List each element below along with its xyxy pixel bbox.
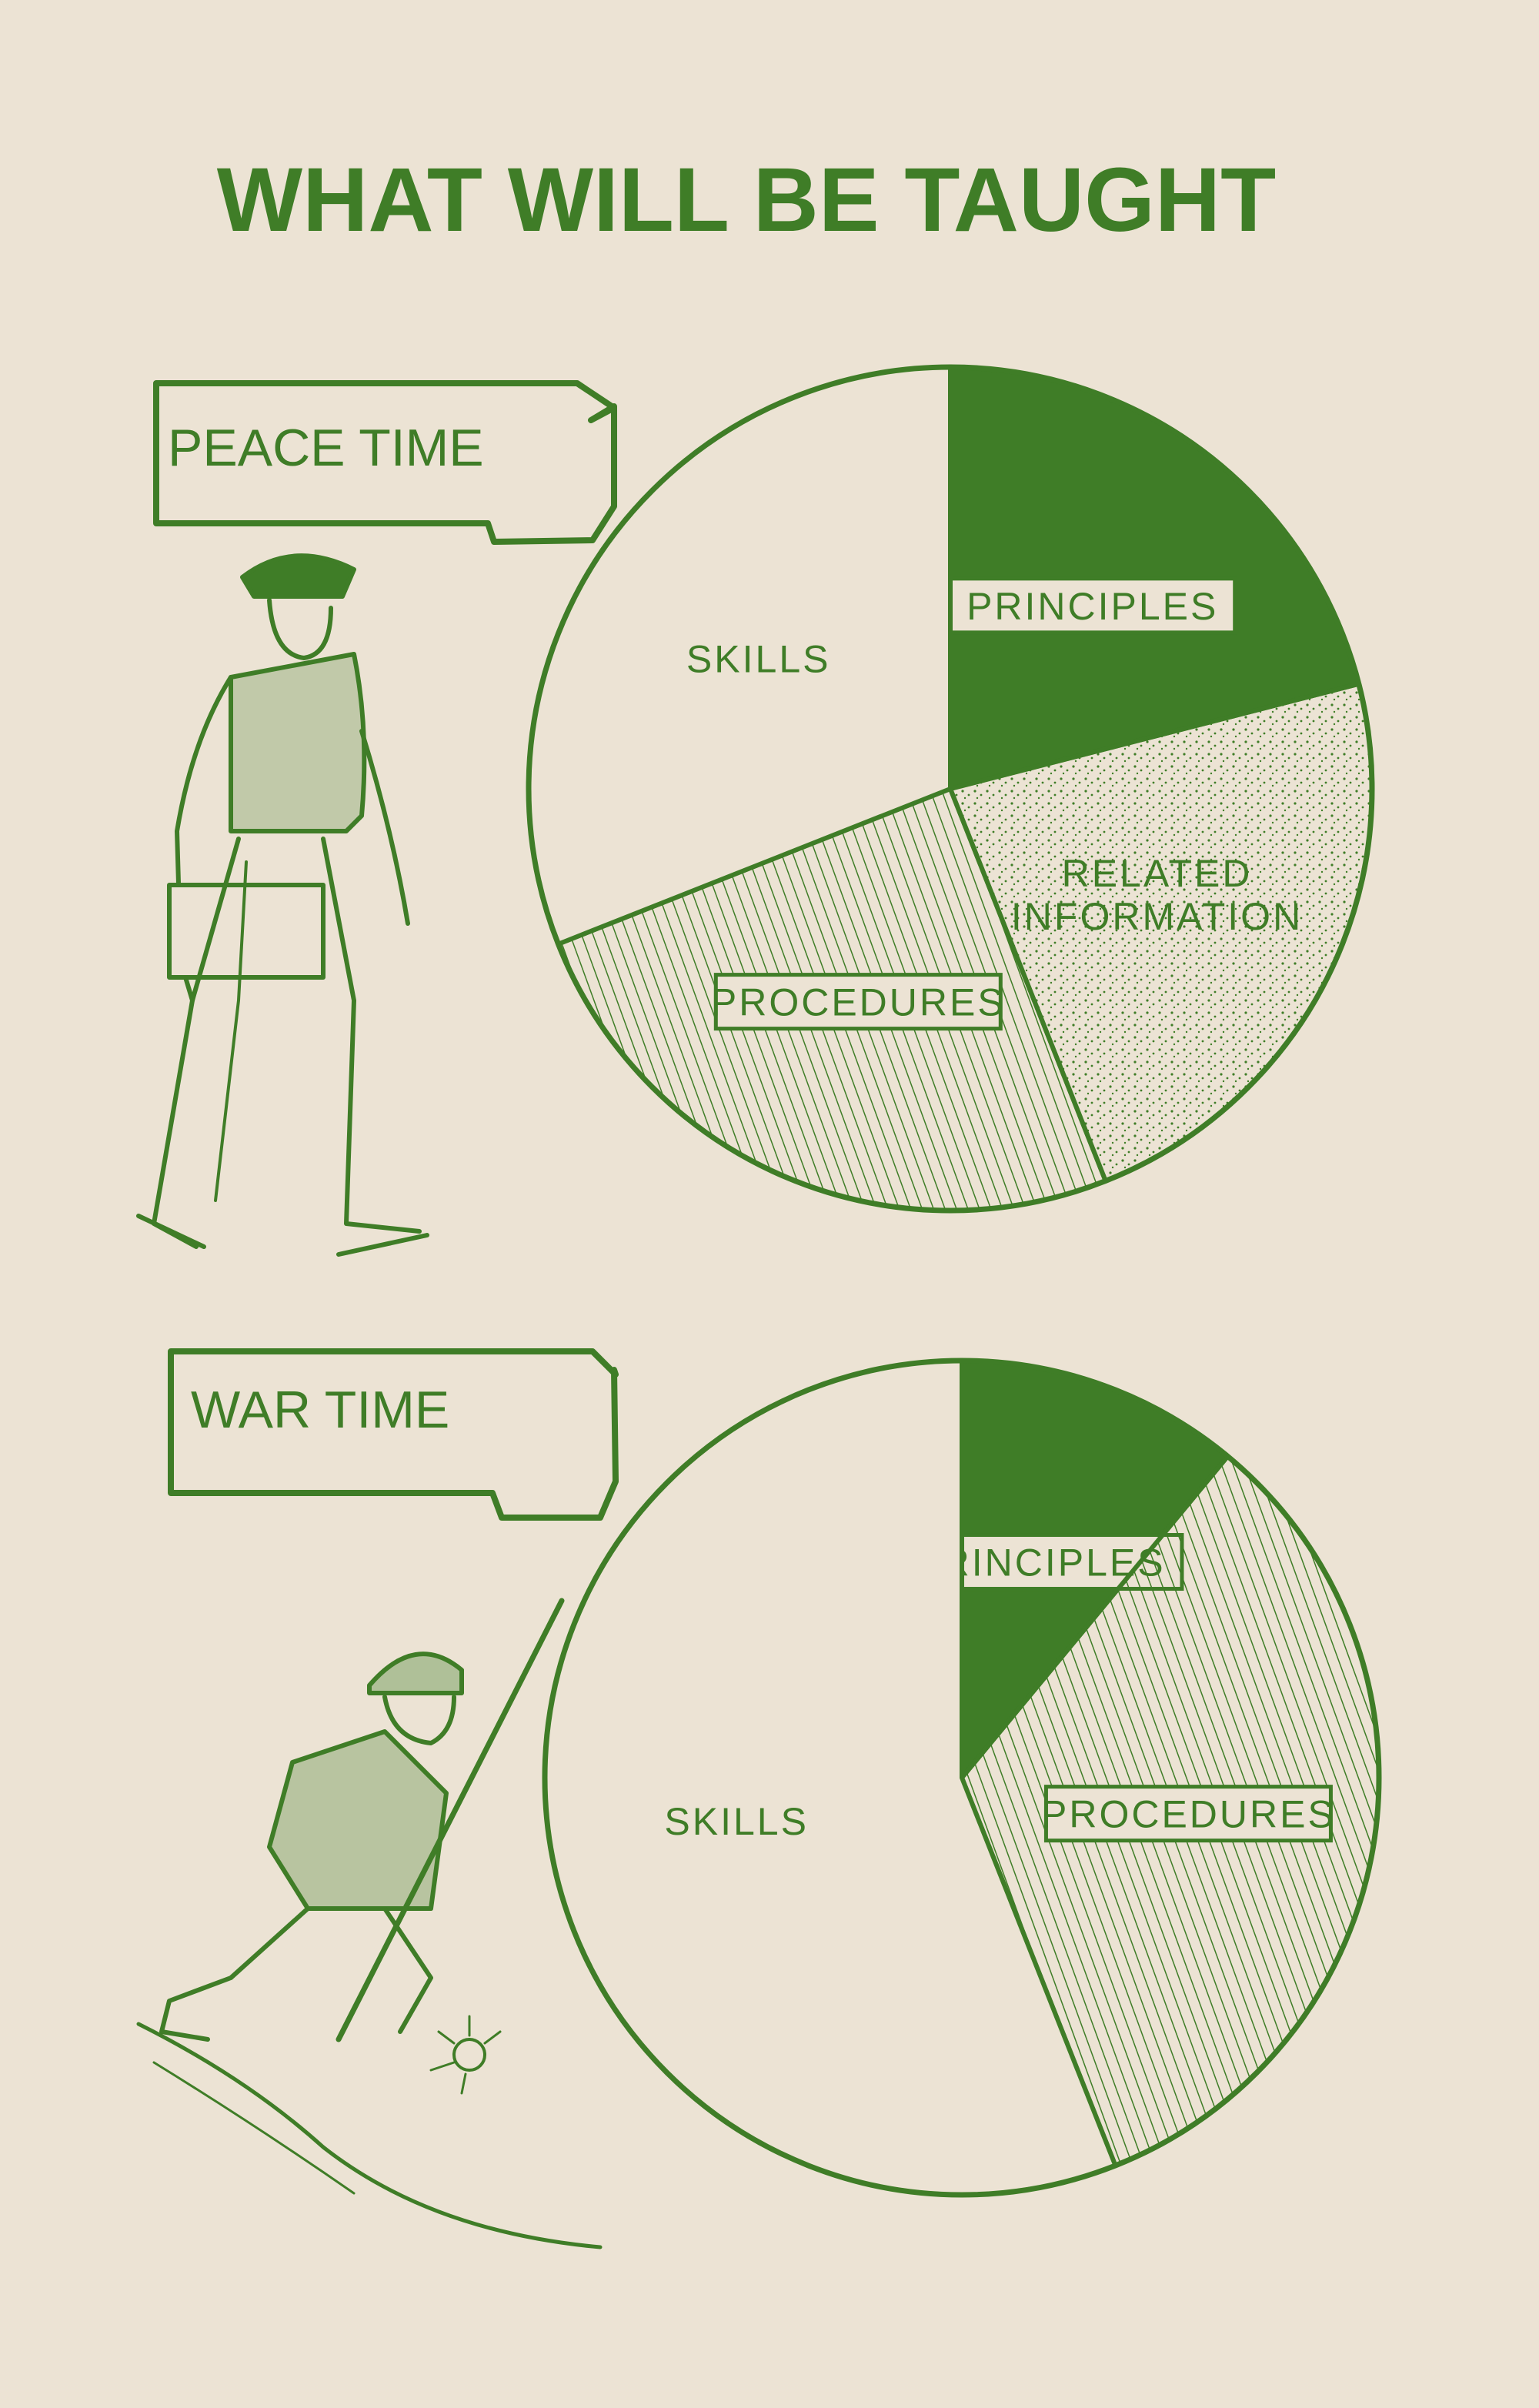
pie-label-text: SKILLS [686, 638, 831, 681]
pie-label-text: INFORMATION [1011, 895, 1303, 938]
pie-label-procedures: PROCEDURES [1041, 1785, 1336, 1843]
war-time-banner [168, 1348, 619, 1521]
war-time-label: WAR TIME [191, 1381, 449, 1439]
peace-time-section: PEACE TIME PRINCIPLES RELATEDINFORMATIONP… [136, 364, 1375, 1257]
pie-label-skills: SKILLS [686, 638, 831, 681]
pie-label-text: PROCEDURES [711, 981, 1006, 1024]
label-box [713, 973, 1003, 1031]
pie-label-text: PRINCIPLES [966, 585, 1218, 628]
peace-time-banner [153, 380, 617, 545]
pie-outline [526, 364, 1375, 1214]
officer-illustration [136, 553, 429, 1257]
pie-label-text: SKILLS [664, 1800, 809, 1843]
pie-label-principles: PRINCIPLES [948, 576, 1237, 635]
pie-label-procedures: PROCEDURES [711, 973, 1006, 1031]
pie-label-text: PROCEDURES [1041, 1793, 1336, 1836]
peace-time-label: PEACE TIME [168, 419, 484, 477]
pie-outline [542, 1358, 1382, 2198]
label-box [948, 576, 1237, 635]
pie-label-text: RELATED [1062, 852, 1253, 895]
pie-label-skills: SKILLS [664, 1800, 809, 1843]
label-box [1043, 1785, 1333, 1843]
soldier-illustration [136, 1598, 603, 2249]
poster-title: WHAT WILL BE TAUGHT [217, 149, 1276, 251]
